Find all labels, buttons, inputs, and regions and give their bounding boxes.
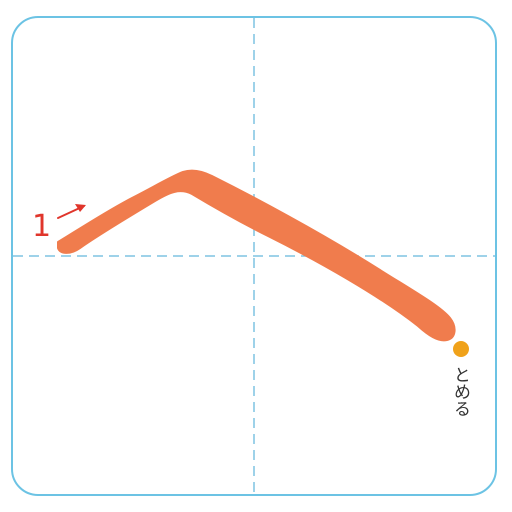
- end-label: とめる: [450, 366, 470, 417]
- end-dot: [453, 341, 469, 357]
- stroke-direction-arrow-icon: [57, 204, 86, 219]
- brush-stroke: [57, 169, 456, 342]
- stroke-number: 1: [32, 209, 51, 244]
